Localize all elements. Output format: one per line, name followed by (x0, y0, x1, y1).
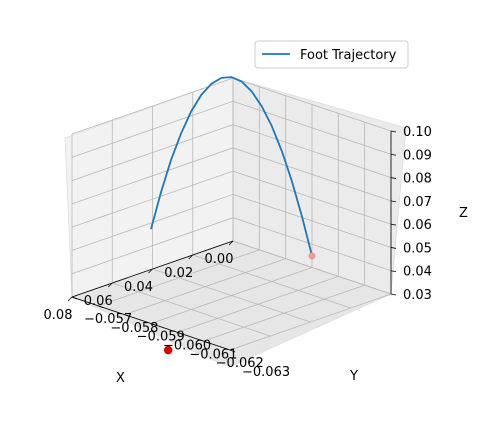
grid-z-6 (71, 100, 392, 158)
x-tick-mark-3 (107, 282, 113, 288)
x-axis-label: X (116, 371, 125, 386)
y-tick-mark-5 (98, 305, 104, 309)
legend: Foot Trajectory (254, 40, 409, 69)
grid-y-floor-2 (124, 258, 286, 316)
grid-z-1 (71, 217, 392, 275)
z-tick-mark-5 (390, 177, 397, 179)
grid-y-floor-1 (98, 249, 260, 307)
z-tick-label-4: 0.07 (403, 195, 432, 210)
z-axis-label: Z (459, 206, 468, 221)
y-tick-mark-6 (71, 296, 78, 300)
grid-y-floor-3 (150, 267, 313, 324)
y-tick-mark-2 (177, 331, 183, 335)
legend-entry-foot-trajectory: Foot Trajectory (300, 48, 397, 63)
z-tick-label-5: 0.08 (403, 172, 432, 187)
grid-y-floor-4 (177, 275, 339, 333)
series-line-0 (150, 76, 313, 257)
y-tick-label-4: −0.059 (137, 330, 185, 345)
grid-z-4 (71, 147, 392, 205)
series-layer (150, 76, 316, 355)
grid-y-floor-5 (203, 284, 365, 342)
x-tick-label-3: 0.06 (84, 294, 113, 309)
x-tick-label-4: 0.08 (44, 308, 73, 323)
x-tick-label-2: 0.04 (124, 280, 153, 295)
y-tick-label-0: −0.063 (242, 365, 290, 380)
grid-y-floor-6 (229, 293, 392, 351)
legend-box (254, 40, 409, 69)
z-tick-label-1: 0.04 (403, 265, 432, 280)
marker-end (163, 345, 173, 355)
x-tick-mark-4 (67, 296, 73, 302)
y-axis-label: Y (349, 369, 358, 384)
marker-start (308, 252, 316, 260)
y-tick-label-1: −0.062 (216, 356, 264, 371)
z-tick-label-0: 0.03 (403, 288, 432, 303)
z-tick-label-6: 0.09 (403, 148, 432, 163)
x-tick-label-1: 0.02 (164, 266, 193, 281)
z-tick-mark-3 (390, 223, 397, 226)
z-tick-mark-0 (390, 293, 397, 296)
z-tick-mark-6 (390, 153, 397, 156)
y-tick-label-2: −0.061 (189, 347, 237, 362)
y-tick-mark-1 (203, 340, 209, 344)
z-tick-label-2: 0.05 (403, 241, 432, 256)
axes (67, 130, 397, 353)
z-tick-label-3: 0.06 (403, 218, 432, 233)
z-tick-mark-4 (390, 200, 397, 203)
x-tick-mark-0 (228, 240, 234, 246)
y-tick-label-5: −0.058 (110, 321, 158, 336)
x-tick-mark-2 (148, 268, 153, 274)
y-tick-mark-4 (124, 314, 130, 318)
y-tick-mark-0 (229, 349, 236, 353)
z-tick-mark-7 (390, 130, 397, 133)
x-tick-label-0: 0.00 (205, 252, 234, 267)
y-tick-label-6: −0.057 (84, 312, 132, 327)
y-tick-label-3: −0.060 (163, 339, 211, 354)
grid-z-5 (71, 124, 392, 181)
x-tick-mark-1 (188, 254, 194, 260)
grid-z-2 (71, 194, 392, 251)
y-tick-mark-3 (150, 323, 157, 326)
z-tick-mark-2 (390, 247, 397, 249)
grid-z-3 (71, 170, 392, 228)
z-tick-label-7: 0.10 (403, 125, 432, 140)
z-tick-mark-1 (390, 270, 397, 273)
tick-labels: 0.000.020.040.060.08−0.063−0.062−0.061−0… (44, 125, 432, 380)
